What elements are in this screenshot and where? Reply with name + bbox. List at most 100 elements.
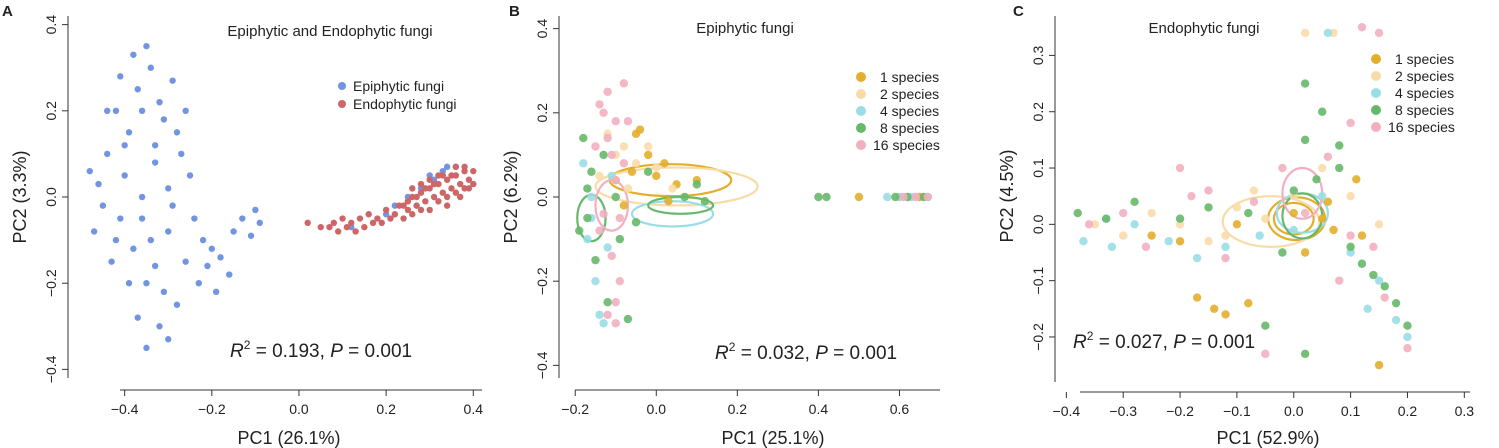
panel-c-x-tick-label: 0.3 <box>1455 403 1475 419</box>
panel-a-y-tick-label: 0.2 <box>43 101 59 121</box>
point-endophytic-fungi <box>430 180 438 188</box>
point-16-species <box>603 87 612 96</box>
point-epiphytic-fungi <box>199 236 207 244</box>
point-2-species <box>1249 186 1259 195</box>
point-8-species <box>822 192 831 202</box>
point-epiphytic-fungi <box>165 336 172 343</box>
point-epiphytic-fungi <box>212 288 220 296</box>
point-1-species <box>635 125 645 134</box>
point-16-species <box>1119 208 1128 218</box>
point-endophytic-fungi <box>417 206 425 214</box>
point-endophytic-fungi <box>448 172 455 179</box>
panel-c-x-axis-title: PC1 (52.9%) <box>1216 428 1319 448</box>
point-epiphytic-fungi <box>138 215 146 222</box>
panel-b-x-tick-label: −0.2 <box>561 401 589 417</box>
point-epiphytic-fungi <box>169 202 176 209</box>
point-epiphytic-fungi <box>186 172 194 179</box>
point-epiphytic-fungi <box>143 344 150 352</box>
point-16-species <box>1175 163 1185 173</box>
point-2-species <box>1204 237 1213 246</box>
point-epiphytic-fungi <box>147 236 154 244</box>
panel-b-points <box>575 79 933 328</box>
panel-c-x-tick-label: 0.2 <box>1398 403 1418 419</box>
point-epiphytic-fungi <box>104 150 111 158</box>
point-16-species <box>611 117 620 126</box>
point-1-species <box>1329 225 1338 235</box>
point-2-species <box>623 184 633 193</box>
point-8-species <box>1335 141 1344 150</box>
point-16-species <box>623 117 633 126</box>
point-4-species <box>1323 28 1333 38</box>
point-epiphytic-fungi <box>195 279 202 287</box>
point-2-species <box>1317 163 1327 173</box>
point-8-species <box>583 184 592 193</box>
point-8-species <box>643 167 653 176</box>
point-4-species <box>587 192 596 202</box>
legend-label-1-species: 1 species <box>880 69 939 85</box>
panel-a-x-tick-label: −0.2 <box>198 401 226 417</box>
panel-c-y-tick-label: 0.3 <box>1030 45 1046 65</box>
point-4-species <box>883 192 892 202</box>
point-8-species <box>1403 321 1412 330</box>
point-8-species <box>1369 270 1378 280</box>
panel-b-y-tick-label: 0.0 <box>534 187 550 207</box>
point-16-species <box>1278 163 1287 173</box>
point-endophytic-fungi <box>343 223 351 231</box>
point-8-species <box>1278 248 1287 257</box>
point-endophytic-fungi <box>348 219 355 227</box>
point-epiphytic-fungi <box>143 42 150 50</box>
panel-a-p-value: 0.001 <box>365 341 413 362</box>
point-1-species <box>1357 231 1367 240</box>
point-8-species <box>591 255 600 265</box>
point-endophytic-fungi <box>443 176 451 183</box>
panel-b-legend: 1 species 2 species 4 species 8 species … <box>856 69 940 153</box>
point-8-species <box>1391 298 1401 308</box>
point-16-species <box>611 319 620 328</box>
point-endophytic-fungi <box>439 189 446 196</box>
panel-c-p-value: 0.001 <box>1208 332 1256 353</box>
point-16-species <box>595 226 604 235</box>
legend-marker-16-species <box>1371 122 1381 132</box>
point-endophytic-fungi <box>435 198 442 205</box>
point-1-species <box>1147 231 1156 240</box>
point-endophytic-fungi <box>396 202 403 209</box>
panel-b-y-tick-label: −0.4 <box>534 351 550 379</box>
point-epiphytic-fungi <box>121 172 128 179</box>
panel-c-y-tick-label: 0.0 <box>1030 214 1046 234</box>
panel-b-ticks: −0.2 0.0 0.2 0.4 0.6 −0.4 −0.2 0.0 0.2 0.4 <box>534 19 909 417</box>
point-endophytic-fungi <box>452 189 460 196</box>
panel-a-x-axis-title: PC1 (26.1%) <box>237 428 340 448</box>
panel-b: B Epiphytic fungi PC1 (25.1%) PC2 (6.2%)… <box>501 3 940 448</box>
point-epiphytic-fungi <box>138 107 146 115</box>
point-epiphytic-fungi <box>134 314 141 321</box>
point-4-species <box>1403 332 1412 342</box>
point-epiphytic-fungi <box>108 258 115 265</box>
point-epiphytic-fungi <box>156 323 163 330</box>
point-epiphytic-fungi <box>182 107 189 115</box>
panel-c-legend: 1 species 2 species 4 species 8 species … <box>1371 51 1455 135</box>
point-endophytic-fungi <box>426 206 433 214</box>
point-1-species <box>1221 310 1230 319</box>
legend-marker-epiphytic <box>338 82 346 90</box>
panel-c-y-tick-label: −0.1 <box>1030 267 1046 295</box>
panel-c-r2-value: 0.027 <box>1115 332 1163 353</box>
point-epiphytic-fungi <box>86 167 93 175</box>
point-4-species <box>1289 225 1298 235</box>
point-16-species <box>1141 242 1151 252</box>
point-endophytic-fungi <box>470 180 477 188</box>
panel-a-x-tick-label: 0.0 <box>289 401 309 417</box>
point-4-species <box>1107 242 1117 252</box>
point-8-species <box>1244 208 1253 218</box>
point-16-species <box>619 79 629 88</box>
point-1-species <box>627 167 637 176</box>
panel-b-y-axis-title: PC2 (6.2%) <box>501 150 521 243</box>
point-8-species <box>1346 242 1355 252</box>
panel-b-x-tick-label: 0.0 <box>647 401 667 417</box>
legend-label-4-species: 4 species <box>880 103 939 119</box>
point-16-species <box>1249 197 1259 207</box>
panel-a-r2-value: 0.193 <box>272 341 320 362</box>
legend-marker-16-species <box>856 140 866 150</box>
point-epiphytic-fungi <box>90 228 98 235</box>
point-epiphytic-fungi <box>256 219 263 227</box>
point-8-species <box>631 218 641 227</box>
